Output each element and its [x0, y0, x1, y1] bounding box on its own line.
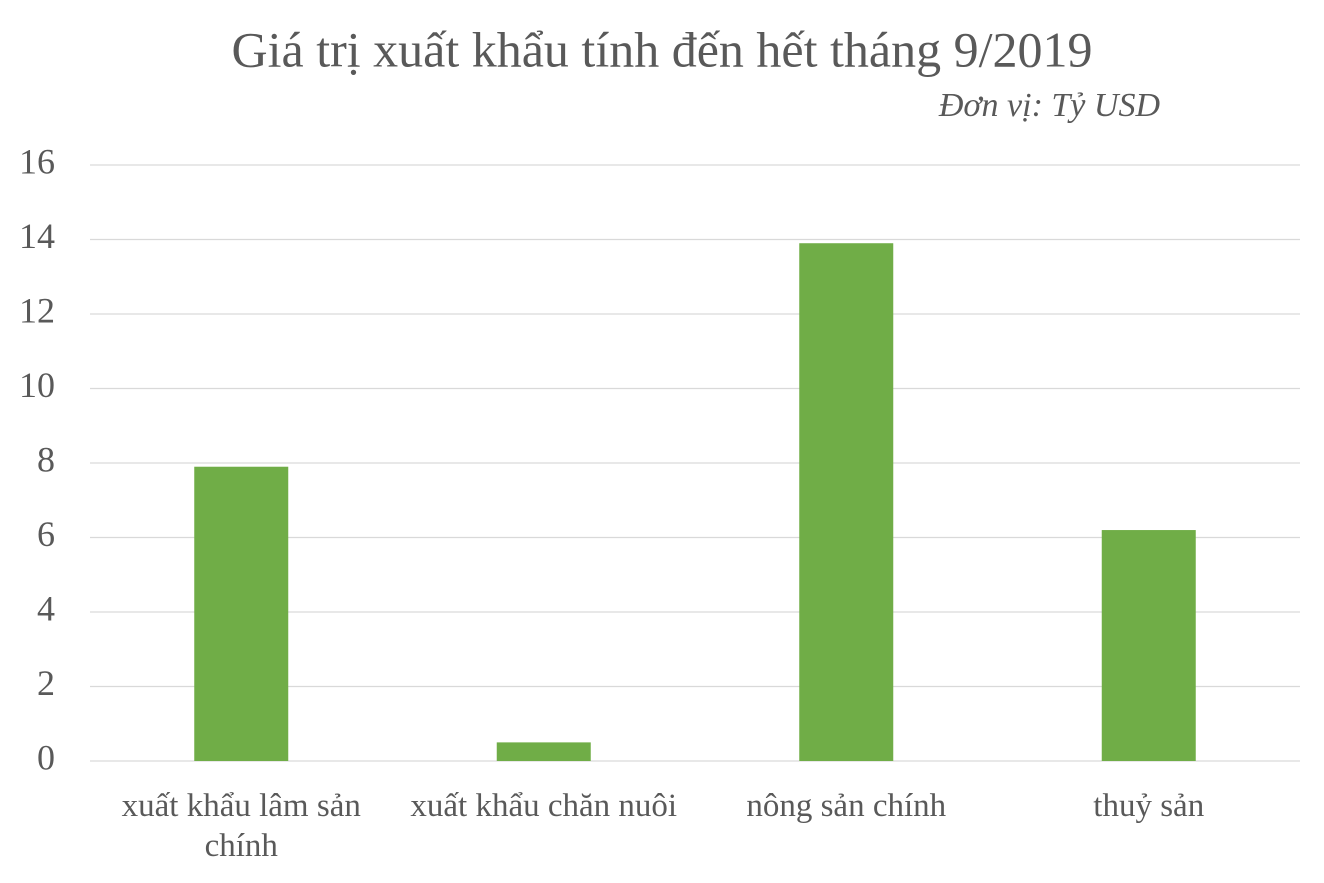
x-tick-label: xuất khẩu lâm sản chính	[121, 788, 361, 864]
y-tick-label: 2	[37, 663, 55, 703]
y-tick-label: 14	[19, 216, 55, 256]
y-tick-label: 6	[37, 514, 55, 554]
x-tick-label: xuất khẩu chăn nuôi	[410, 788, 678, 824]
y-tick-label: 16	[19, 141, 55, 181]
chart-subtitle: Đơn vị: Tỷ USD	[938, 87, 1161, 124]
y-tick-label: 12	[19, 290, 55, 330]
y-tick-label: 0	[37, 737, 55, 777]
y-tick-label: 8	[37, 439, 55, 479]
bar	[1101, 530, 1196, 761]
x-tick-label: thuỷ sản	[1093, 788, 1205, 824]
bar	[194, 466, 289, 761]
bar	[496, 742, 591, 761]
y-tick-label: 4	[37, 588, 55, 628]
y-tick-label: 10	[19, 365, 55, 405]
x-tick-label: nông sản chính	[746, 788, 947, 824]
bar	[799, 243, 894, 762]
chart-title: Giá trị xuất khẩu tính đến hết tháng 9/2…	[232, 21, 1093, 77]
